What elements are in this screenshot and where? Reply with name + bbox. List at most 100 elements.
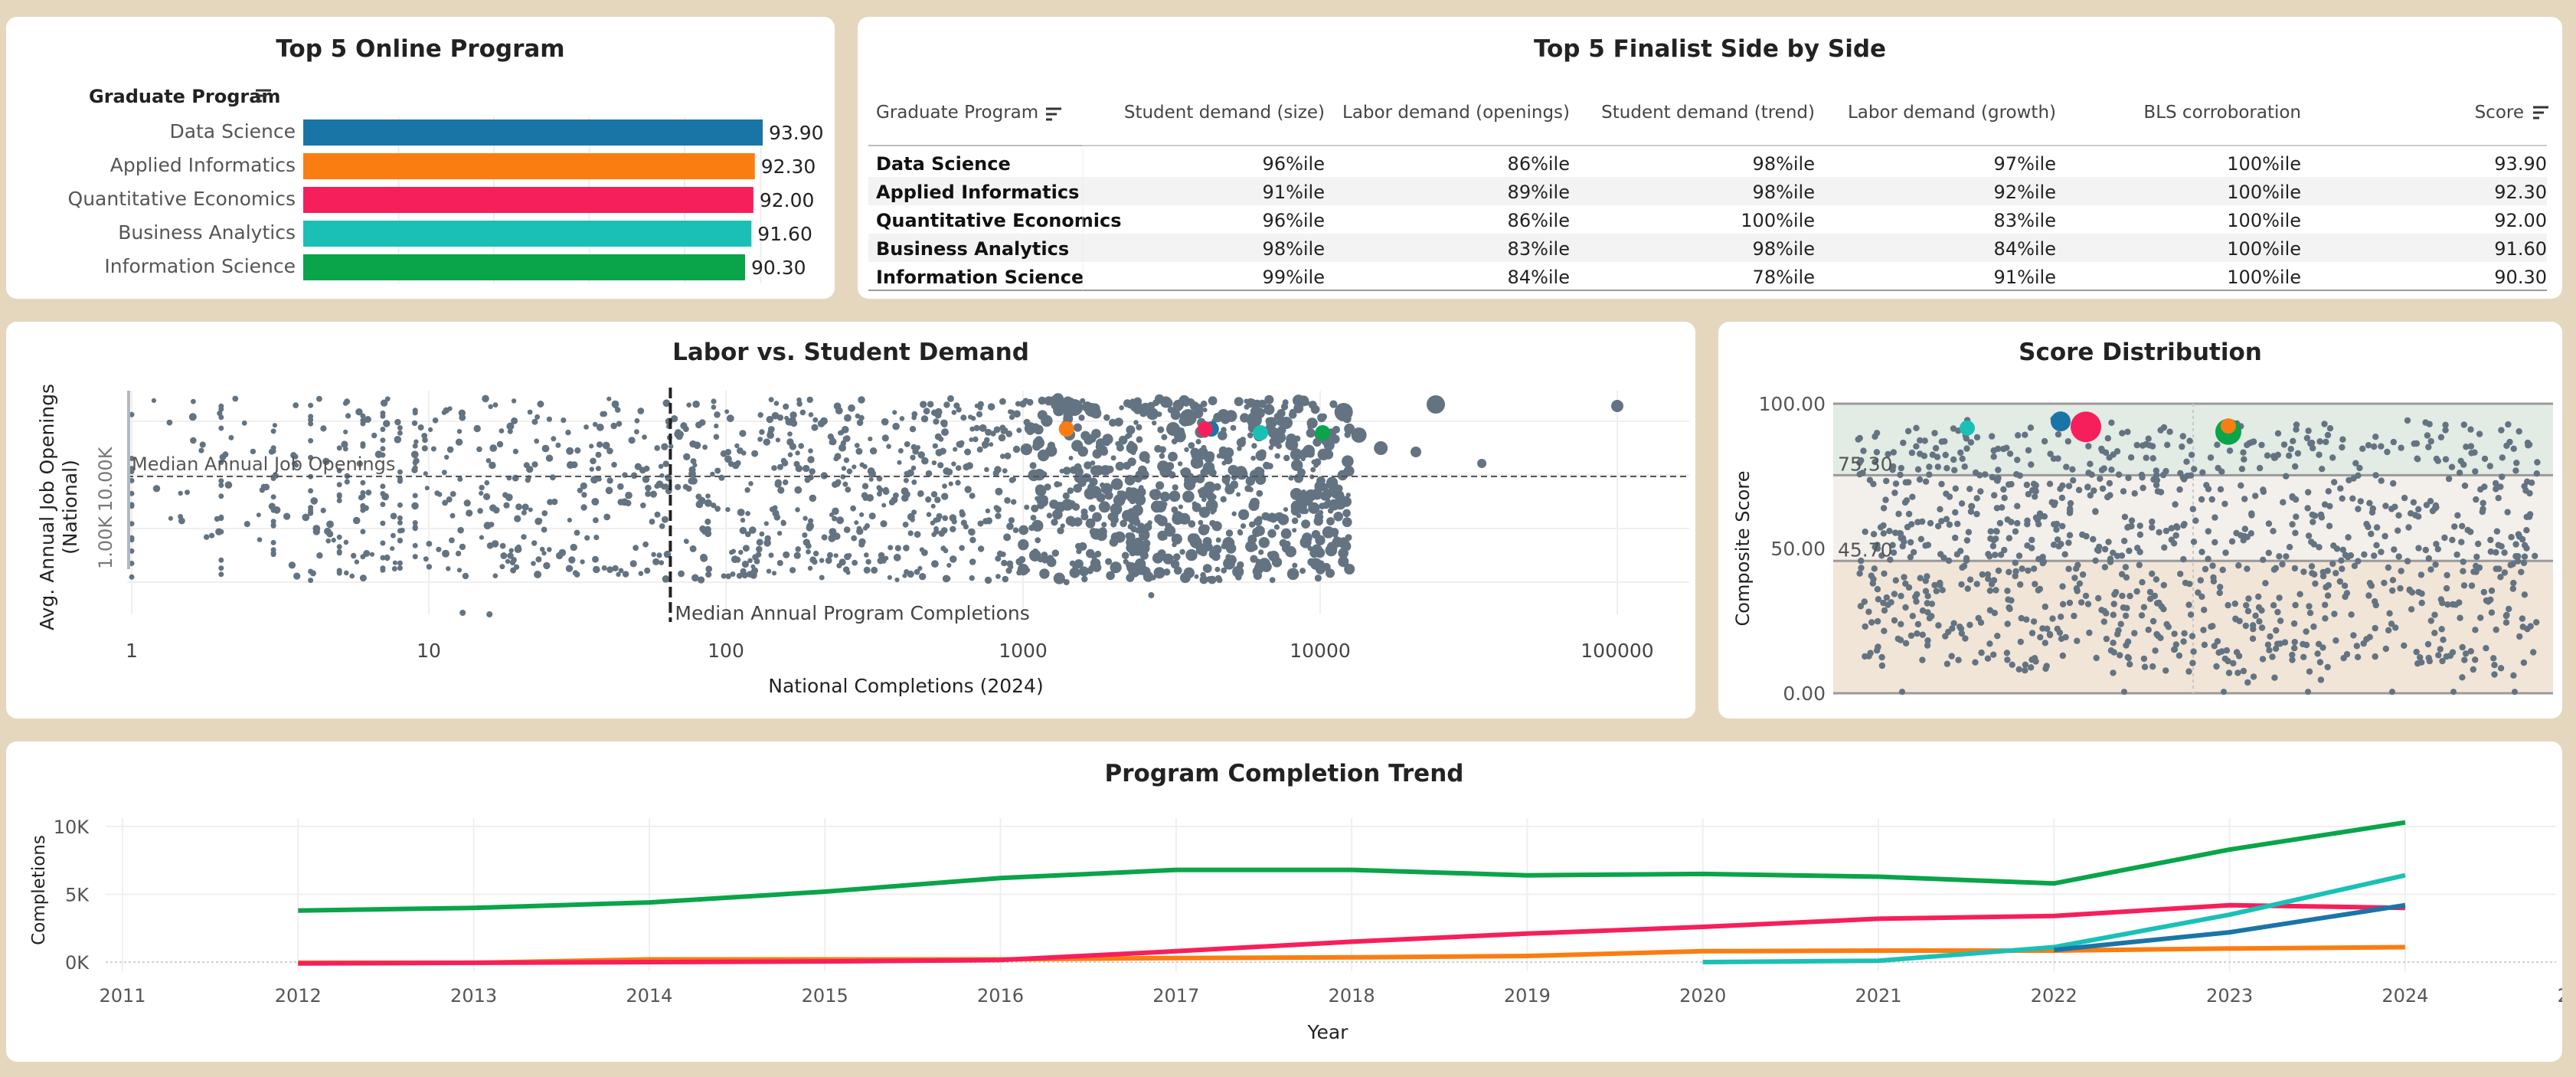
data-point <box>1091 555 1097 561</box>
series-line-data-science[interactable] <box>2054 902 2406 953</box>
highlight-point-data-science[interactable] <box>2051 411 2071 432</box>
data-point <box>756 538 763 546</box>
data-point <box>2100 465 2107 472</box>
bar[interactable] <box>303 153 755 179</box>
data-point <box>930 503 936 509</box>
highlight-point-business-analytics[interactable] <box>1253 425 1269 440</box>
series-line-information-science[interactable] <box>298 820 2406 913</box>
highlight-point-information-science[interactable] <box>1315 425 1331 440</box>
data-point <box>1332 425 1340 434</box>
data-point <box>766 568 772 574</box>
data-point <box>199 441 206 448</box>
data-point <box>1202 469 1209 476</box>
bar-label[interactable]: Data Science <box>169 120 296 142</box>
data-point <box>2087 492 2094 499</box>
data-point <box>910 465 917 471</box>
data-point <box>2074 637 2081 644</box>
data-point <box>776 560 783 566</box>
data-point <box>2121 513 2129 520</box>
column-header[interactable]: Score <box>2475 103 2524 123</box>
data-point <box>963 463 970 471</box>
data-point <box>1198 519 1204 525</box>
data-point <box>2322 601 2329 608</box>
data-point <box>590 457 597 465</box>
bar-label[interactable]: Applied Informatics <box>110 154 296 176</box>
data-point <box>838 430 843 436</box>
bar[interactable] <box>303 187 754 213</box>
highlight-point-applied-informatics[interactable] <box>2221 418 2236 434</box>
data-point <box>2123 604 2130 611</box>
data-point <box>2520 559 2528 567</box>
bar-label[interactable]: Business Analytics <box>118 221 296 244</box>
series-line-business-analytics[interactable] <box>1702 872 2406 964</box>
highlight-point-quantitative-economics[interactable] <box>2071 411 2101 443</box>
data-point <box>2321 421 2328 427</box>
data-point <box>2512 467 2519 474</box>
data-point <box>1873 430 1881 437</box>
sort-icon[interactable] <box>1046 107 1061 121</box>
bar[interactable] <box>303 254 745 280</box>
data-point <box>574 529 580 536</box>
value-cell: 92%ile <box>1994 182 2056 203</box>
data-point <box>2233 649 2241 656</box>
data-point <box>2439 657 2446 665</box>
data-point <box>2112 588 2120 596</box>
data-point <box>218 571 224 578</box>
data-point <box>2214 441 2221 448</box>
data-point <box>2390 438 2397 446</box>
highlight-point-applied-informatics[interactable] <box>1058 421 1074 437</box>
bar-label[interactable]: Information Science <box>104 255 296 277</box>
data-point <box>994 466 1002 473</box>
data-point <box>1159 446 1166 453</box>
data-point <box>726 414 734 423</box>
bar[interactable] <box>303 221 752 247</box>
data-point <box>1291 459 1303 471</box>
data-point <box>380 567 386 573</box>
data-point <box>871 566 878 574</box>
highlight-point-business-analytics[interactable] <box>1960 420 1975 436</box>
data-point <box>911 480 917 485</box>
data-point <box>1900 439 1907 447</box>
data-point <box>969 493 976 499</box>
data-point <box>397 515 403 521</box>
data-point <box>902 573 907 578</box>
data-point <box>2305 489 2312 496</box>
sort-icon[interactable] <box>2533 106 2548 119</box>
column-header[interactable]: Labor demand (openings) <box>1342 103 1570 123</box>
column-header[interactable]: BLS corroboration <box>2143 103 2301 123</box>
data-point <box>1919 656 1926 663</box>
graduate-program-header[interactable]: Graduate Program <box>89 86 280 107</box>
data-point <box>2123 574 2130 581</box>
bar-label[interactable]: Quantitative Economics <box>68 188 296 210</box>
data-point <box>1146 411 1156 420</box>
series-line-quantitative-economics[interactable] <box>298 902 2405 966</box>
data-point <box>1024 504 1030 510</box>
data-point <box>1016 427 1022 434</box>
data-point <box>2410 499 2417 506</box>
data-point <box>2493 565 2499 572</box>
data-point <box>1255 561 1263 568</box>
series-line-applied-informatics[interactable] <box>298 944 2405 965</box>
data-point <box>2241 456 2247 463</box>
column-header[interactable]: Graduate Program <box>876 103 1038 123</box>
data-point <box>1179 409 1197 426</box>
data-point <box>537 518 543 523</box>
data-point <box>457 526 464 534</box>
column-header[interactable]: Student demand (trend) <box>1601 103 1815 123</box>
data-point <box>272 423 277 428</box>
data-point <box>606 447 613 454</box>
data-point <box>643 465 650 472</box>
data-point <box>740 568 747 575</box>
data-point <box>2444 571 2450 579</box>
data-point <box>1045 445 1058 457</box>
column-header[interactable]: Labor demand (growth) <box>1848 103 2056 123</box>
column-header[interactable]: Student demand (size) <box>1124 103 1325 123</box>
data-point <box>2165 624 2172 630</box>
data-point <box>925 470 933 477</box>
highlight-point-quantitative-economics[interactable] <box>1197 421 1213 437</box>
sort-icon[interactable] <box>256 89 271 103</box>
data-point <box>734 443 740 449</box>
data-point <box>1927 519 1934 527</box>
bar[interactable] <box>303 119 763 146</box>
data-point <box>656 552 662 558</box>
